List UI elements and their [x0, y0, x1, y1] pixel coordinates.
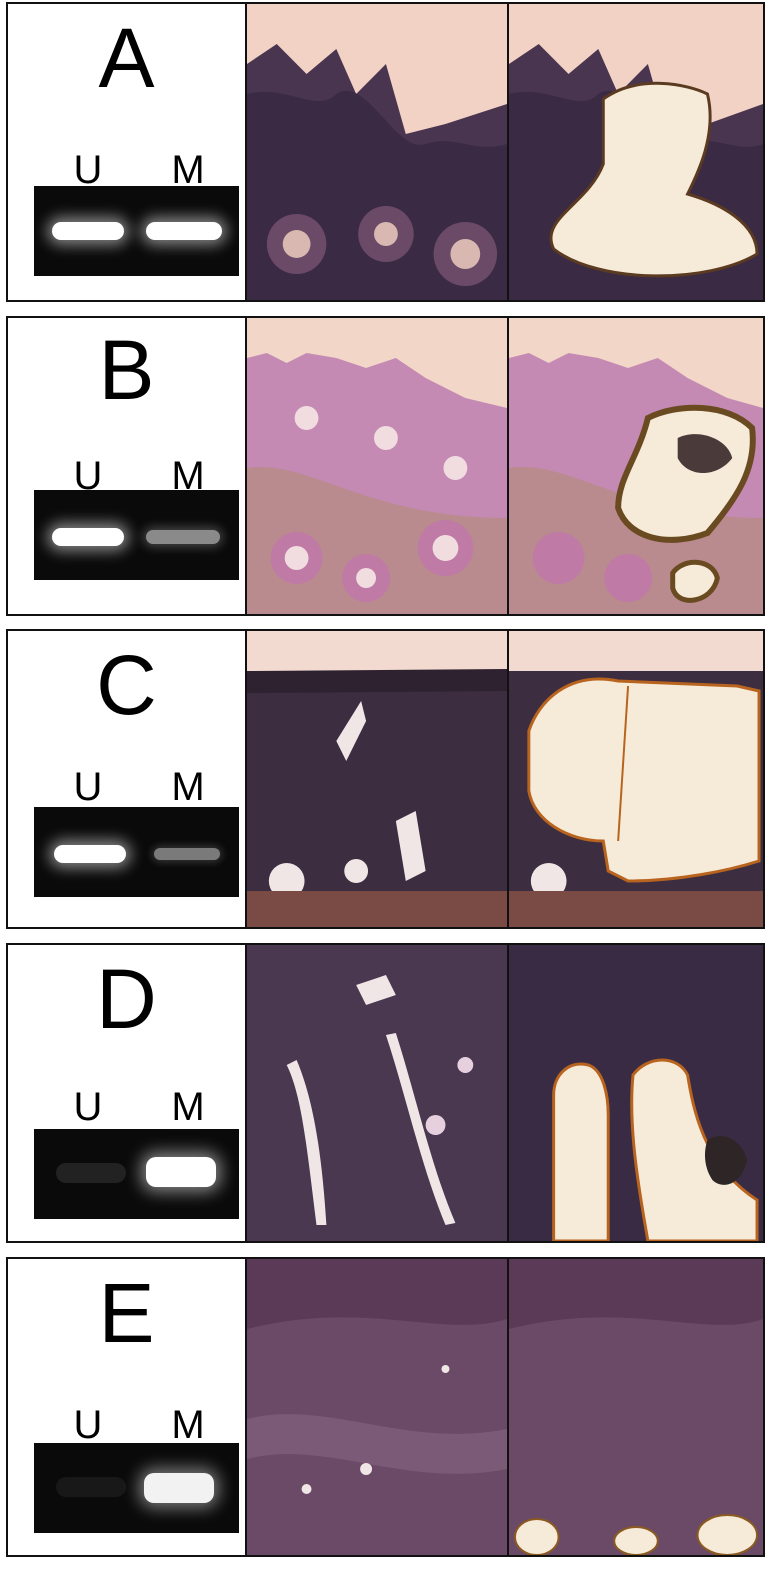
gel-area-a: A U M: [8, 4, 245, 300]
band-u: [54, 845, 126, 863]
panel-letter: C: [96, 638, 157, 732]
panel-b: B U M: [6, 316, 765, 616]
histology-image-after: [507, 945, 763, 1241]
panel-a: A U M: [6, 2, 765, 302]
lane-label-u: U: [73, 1085, 103, 1129]
band-u: [56, 1163, 126, 1183]
band-u: [52, 528, 124, 546]
band-m: [144, 1473, 214, 1503]
gel-image: [34, 1129, 239, 1219]
histology-image-after: [507, 318, 763, 614]
histology-image-before: [245, 4, 507, 300]
lane-label-u: U: [73, 454, 103, 498]
gel-image: [34, 186, 239, 276]
lane-label-u: U: [73, 148, 103, 192]
histology-image-after: [507, 631, 763, 927]
histology-image-after: [507, 1259, 763, 1555]
gel-image: [34, 807, 239, 897]
panel-letter: E: [98, 1266, 155, 1360]
panel-c: C U M: [6, 629, 765, 929]
histology-image-before: [245, 318, 507, 614]
gel-area-c: C U M: [8, 631, 245, 927]
band-m: [146, 222, 222, 240]
band-m: [146, 1157, 216, 1187]
lane-label-m: M: [171, 454, 205, 498]
panel-letter: A: [98, 11, 155, 105]
histology-image-before: [245, 945, 507, 1241]
band-u: [52, 222, 124, 240]
gel-area-e: E U M: [8, 1259, 245, 1555]
lane-label-m: M: [171, 1085, 205, 1129]
panel-e: E U M: [6, 1257, 765, 1557]
lane-label-u: U: [73, 765, 103, 809]
histology-image-after: [507, 4, 763, 300]
gel-image: [34, 490, 239, 580]
histology-image-before: [245, 1259, 507, 1555]
band-m: [154, 848, 220, 860]
panel-letter: B: [98, 323, 155, 417]
gel-area-d: D U M: [8, 945, 245, 1241]
lane-label-m: M: [171, 765, 205, 809]
band-m: [146, 530, 220, 544]
panel-letter: D: [96, 952, 157, 1046]
gel-area-b: B U M: [8, 318, 245, 614]
band-u: [56, 1477, 126, 1497]
lane-label-u: U: [73, 1403, 103, 1447]
histology-image-before: [245, 631, 507, 927]
gel-image: [34, 1443, 239, 1533]
lane-label-m: M: [171, 1403, 205, 1447]
panel-d: D U M: [6, 943, 765, 1243]
lane-label-m: M: [171, 148, 205, 192]
